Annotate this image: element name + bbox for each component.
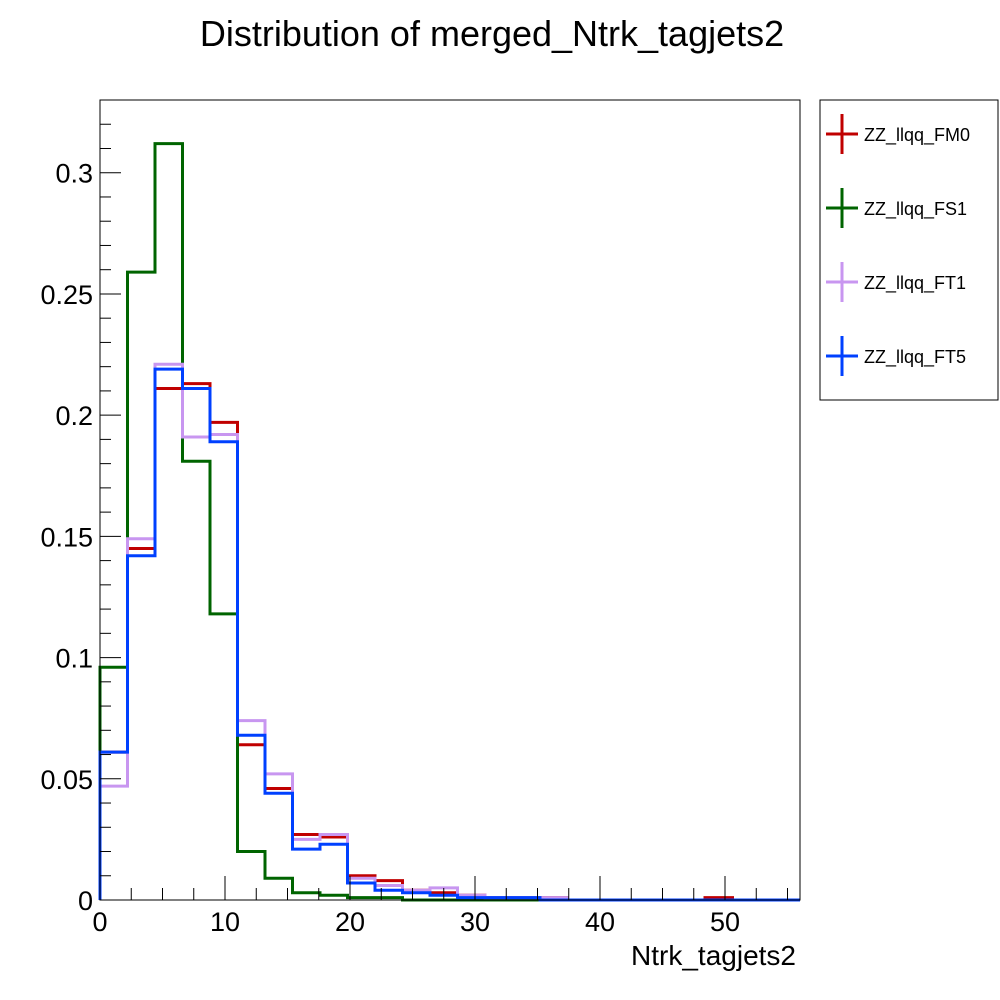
x-tick-label: 10 bbox=[210, 907, 240, 937]
plot-frame bbox=[99, 99, 801, 901]
x-axis-title: Ntrk_tagjets2 bbox=[631, 940, 796, 971]
legend-entry-3: ZZ_llqq_FT1 bbox=[826, 262, 966, 302]
legend-label: ZZ_llqq_FS1 bbox=[864, 199, 967, 220]
series-layer bbox=[98, 142, 800, 902]
y-tick-label: 0.2 bbox=[55, 401, 93, 431]
x-tick-label: 40 bbox=[585, 907, 615, 937]
x-tick-label: 0 bbox=[92, 907, 107, 937]
series-line-2 bbox=[98, 142, 800, 902]
y-tick-label: 0 bbox=[78, 886, 93, 916]
x-tick-label: 30 bbox=[460, 907, 490, 937]
series-line-3 bbox=[98, 362, 800, 902]
chart-title: Distribution of merged_Ntrk_tagjets2 bbox=[200, 13, 784, 54]
y-tick-label: 0.15 bbox=[40, 522, 93, 552]
x-tick-label: 50 bbox=[710, 907, 740, 937]
legend-entry-2: ZZ_llqq_FS1 bbox=[826, 188, 967, 228]
legend-entry-1: ZZ_llqq_FM0 bbox=[826, 114, 970, 154]
legend-label: ZZ_llqq_FT1 bbox=[864, 273, 966, 294]
axes-layer: 0 10 20 30 40 50 0 0.05 0.1 0.15 0.2 0.25 0.3 bbox=[40, 99, 788, 937]
legend-label: ZZ_llqq_FT5 bbox=[864, 347, 966, 368]
legend-label: ZZ_llqq_FM0 bbox=[864, 125, 970, 146]
y-tick-label: 0.05 bbox=[40, 765, 93, 795]
legend-entry-4: ZZ_llqq_FT5 bbox=[826, 336, 966, 376]
x-tick-label: 20 bbox=[335, 907, 365, 937]
y-tick-label: 0.25 bbox=[40, 280, 93, 310]
y-tick-label: 0.3 bbox=[55, 159, 93, 189]
y-tick-label: 0.1 bbox=[55, 644, 93, 674]
legend: ZZ_llqq_FM0 ZZ_llqq_FS1 ZZ_llqq_FT1 ZZ_llqq… bbox=[819, 99, 999, 401]
series-line-4 bbox=[98, 367, 800, 902]
legend-box bbox=[819, 99, 999, 401]
